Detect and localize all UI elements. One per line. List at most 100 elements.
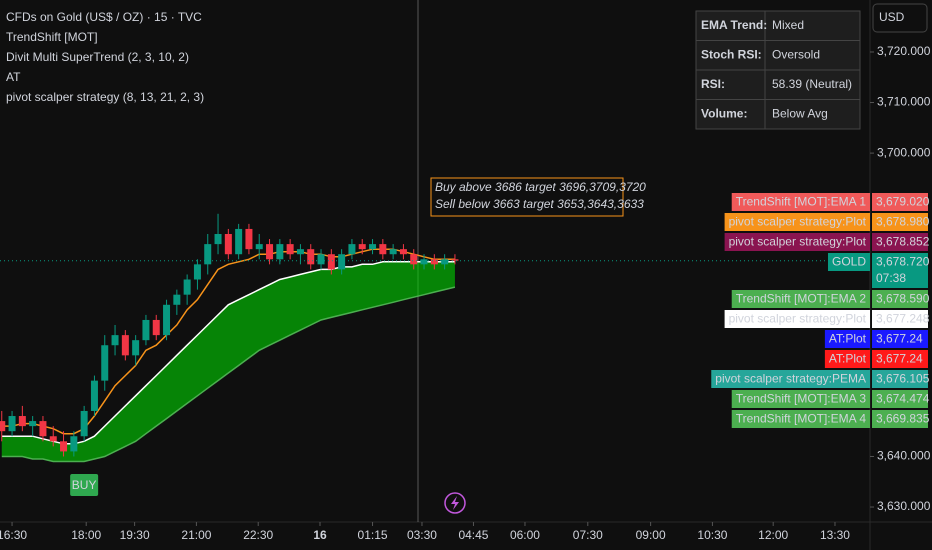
- price-label-box: [872, 310, 928, 328]
- event-icon: [451, 496, 459, 510]
- candle-body: [224, 234, 232, 255]
- price-label-tag: [731, 290, 870, 308]
- candle-body: [327, 254, 335, 270]
- candle-body: [441, 259, 449, 265]
- price-label-box: [872, 410, 928, 428]
- x-tick-label: 06:00: [510, 528, 540, 542]
- event-icon[interactable]: [444, 492, 466, 514]
- legend-line: AT: [6, 70, 21, 84]
- price-label-box: [872, 330, 928, 348]
- table-value: 58.39 (Neutral): [772, 77, 852, 91]
- candle-body: [121, 335, 129, 356]
- price-label-box: [872, 390, 928, 408]
- price-label-tag: [711, 370, 870, 388]
- candle-body: [101, 345, 109, 381]
- price-label-name: TrendShift [MOT]:EMA 3: [736, 392, 867, 406]
- price-label-name: AT:Plot: [829, 332, 867, 346]
- candle-body: [430, 259, 438, 265]
- buy-marker-label: BUY: [72, 478, 97, 492]
- price-label-box: [872, 193, 928, 211]
- y-tick-label: 3,630.000: [877, 499, 931, 513]
- price-label-box: [872, 290, 928, 308]
- candle-body: [132, 340, 140, 356]
- currency-button[interactable]: [872, 3, 928, 33]
- price-label-tag: [731, 193, 870, 211]
- table-value: Oversold: [772, 48, 820, 62]
- x-tick-label: 04:45: [458, 528, 488, 542]
- candle-body: [369, 244, 377, 250]
- candle-body: [379, 244, 387, 255]
- price-label-tag: [724, 233, 870, 251]
- legend-line: pivot scalper strategy (8, 13, 21, 2, 3): [6, 90, 204, 104]
- candle-body: [358, 244, 366, 250]
- candle-body: [49, 436, 57, 442]
- price-label-tag: [731, 410, 870, 428]
- price-label-tag: [824, 350, 870, 368]
- price-label-value: 3,678.980: [876, 215, 930, 229]
- candle-body: [214, 234, 222, 245]
- candle-body: [193, 264, 201, 280]
- y-tick-label: 3,700.000: [877, 145, 931, 159]
- table-cell: [695, 99, 766, 130]
- price-label-tag: [824, 330, 870, 348]
- price-label-box: [872, 253, 928, 288]
- legend-line: TrendShift [MOT]: [6, 30, 98, 44]
- candle-body: [183, 279, 191, 295]
- candle-body: [39, 421, 47, 437]
- price-label-name: pivot scalper strategy:Plot: [729, 235, 867, 249]
- annotation-box: [430, 177, 624, 217]
- price-label-name: pivot scalper strategy:Plot: [729, 215, 867, 229]
- table-cell: [695, 40, 766, 71]
- annotation: Sell below 3663 target 3653,3643,3633: [435, 197, 644, 211]
- annotation: Buy above 3686 target 3696,3709,3720: [435, 180, 646, 194]
- legend-line: CFDs on Gold (US$ / OZ) · 15 · TVC: [6, 10, 202, 24]
- price-label-value: 3,677.248: [876, 312, 930, 326]
- price-label-value: 3,677.24: [876, 332, 923, 346]
- candle-body: [8, 416, 16, 432]
- price-label-value: 3,674.474: [876, 392, 930, 406]
- x-tick-label: 07:30: [573, 528, 603, 542]
- x-tick-label: 03:30: [407, 528, 437, 542]
- price-label-tag: [731, 390, 870, 408]
- countdown: 07:38: [876, 271, 906, 285]
- price-label-value: 3,679.020: [876, 195, 930, 209]
- candle-body: [266, 244, 274, 260]
- candle-body: [111, 335, 119, 346]
- x-tick-label: 22:30: [243, 528, 273, 542]
- price-label-tag: [724, 310, 870, 328]
- price-label-box: [872, 350, 928, 368]
- candle-body: [410, 254, 418, 265]
- candle-body: [142, 319, 150, 341]
- price-label-name: pivot scalper strategy:PEMA: [715, 372, 866, 386]
- x-tick-label: 10:30: [697, 528, 727, 542]
- price-label-name: TrendShift [MOT]:EMA 1: [736, 195, 867, 209]
- candle-body: [70, 436, 78, 452]
- table-cell: [764, 69, 861, 100]
- candle-body: [286, 244, 294, 255]
- x-tick-label: 16:30: [0, 528, 27, 542]
- price-label-value: 3,678.720: [876, 255, 930, 269]
- x-tick-label: 19:30: [120, 528, 150, 542]
- price-label-name: TrendShift [MOT]:EMA 2: [736, 292, 867, 306]
- legend-line: Divit Multi SuperTrend (2, 3, 10, 2): [6, 50, 189, 64]
- price-label-box: [872, 233, 928, 251]
- candle-body: [338, 254, 346, 270]
- band: [1, 261, 455, 462]
- price-label-name: GOLD: [832, 255, 866, 269]
- candle-body: [60, 441, 68, 452]
- currency-label[interactable]: USD: [879, 10, 905, 24]
- table-value: Below Avg: [772, 107, 828, 121]
- candle-body: [204, 244, 212, 265]
- table-label: Volume:: [701, 107, 747, 121]
- table-value: Mixed: [772, 18, 804, 32]
- candle-body: [173, 294, 181, 305]
- x-tick-label: 18:00: [71, 528, 101, 542]
- price-label-name: pivot scalper strategy:Plot: [729, 312, 867, 326]
- price-label-value: 3,678.590: [876, 292, 930, 306]
- candle-body: [451, 259, 459, 261]
- y-tick-label: 3,720.000: [877, 44, 931, 58]
- y-tick-label: 3,640.000: [877, 449, 931, 463]
- x-tick-label: 12:00: [758, 528, 788, 542]
